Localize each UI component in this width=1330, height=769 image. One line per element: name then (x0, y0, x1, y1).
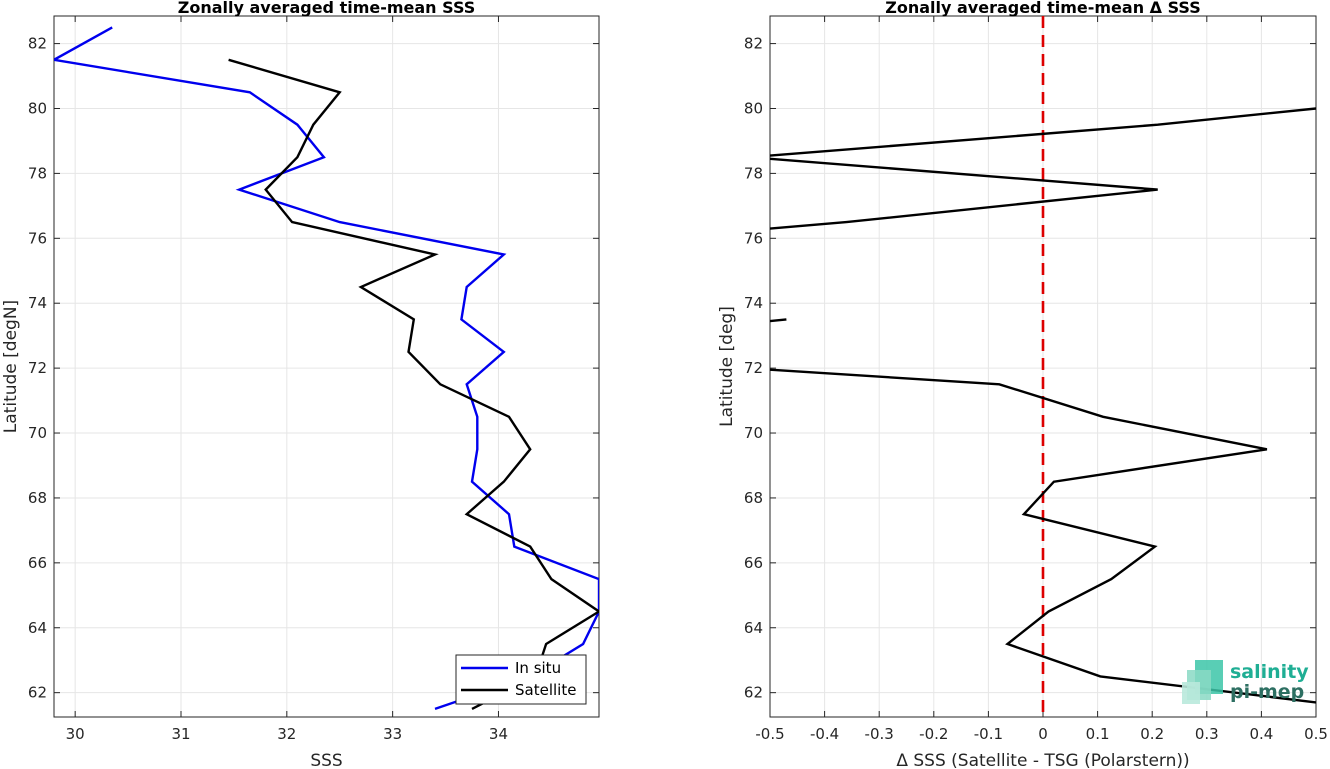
x-tick-label: 0.5 (1304, 725, 1328, 743)
legend: In situ Satellite (455, 654, 587, 705)
x-tick-label: 0 (1038, 725, 1048, 743)
x-tick-label: 0.2 (1140, 725, 1164, 743)
y-tick-label: 82 (744, 35, 763, 53)
plot-area (54, 26, 599, 711)
x-tick-label: -0.1 (974, 725, 1003, 743)
logo-mark-shape (1182, 682, 1200, 704)
series-line-in-situ (54, 26, 599, 711)
sss-profile-panel: 30 31 32 33 34 62 64 66 68 70 72 74 76 78 80 82 Zonally … (1, 0, 600, 769)
y-axis-label: Latitude [degN] (1, 300, 21, 433)
y-tick-label: 64 (744, 619, 763, 637)
y-tick-label: 76 (28, 229, 47, 247)
legend-label: Satellite (515, 681, 576, 699)
x-tick-label: 34 (489, 725, 508, 743)
y-tick-label: 68 (744, 489, 763, 507)
y-tick-label: 66 (28, 554, 47, 572)
legend-label: In situ (515, 659, 561, 677)
chart-title: Zonally averaged time-mean Δ SSS (885, 0, 1201, 17)
x-tick-label: -0.2 (919, 725, 948, 743)
x-tick-label: 33 (383, 725, 402, 743)
x-tick-label: -0.4 (810, 725, 839, 743)
series-line-satellite (228, 58, 599, 710)
delta-sss-line (770, 318, 787, 323)
y-tick-label: 78 (28, 164, 47, 182)
plot-area (770, 16, 1316, 717)
y-tick-label: 64 (28, 619, 47, 637)
x-axis-label: Δ SSS (Satellite - TSG (Polarstern)) (896, 751, 1189, 769)
legend-box (455, 654, 587, 705)
y-tick-label: 74 (744, 294, 763, 312)
delta-sss-line (770, 368, 1316, 704)
logo-text-line1: salinity (1230, 661, 1309, 683)
delta-sss-panel: -0.5 -0.4 -0.3 -0.2 -0.1 0 0.1 0.2 0.3 0.4 0.5 62 64… (717, 0, 1328, 769)
x-axis-label: SSS (310, 751, 342, 769)
x-tick-label: 30 (66, 725, 85, 743)
x-tick-label: 0.4 (1249, 725, 1273, 743)
delta-sss-line (770, 107, 1316, 157)
x-tick-label: -0.3 (865, 725, 894, 743)
y-tick-label: 80 (744, 99, 763, 117)
chart-title: Zonally averaged time-mean SSS (178, 0, 476, 17)
logo-text-line2: pi-mep (1230, 681, 1304, 703)
x-tick-label: 31 (171, 725, 190, 743)
x-tick-label: 0.3 (1195, 725, 1219, 743)
x-tick-label: 32 (277, 725, 296, 743)
y-tick-label: 72 (28, 359, 47, 377)
axes-frame (53, 15, 600, 718)
y-tick-label: 80 (28, 99, 47, 117)
y-axis-label: Latitude [deg] (717, 306, 737, 427)
y-tick-label: 68 (28, 489, 47, 507)
x-tick-label: -0.5 (755, 725, 784, 743)
y-tick-label: 62 (28, 684, 47, 702)
y-tick-label: 70 (744, 424, 763, 442)
x-tick-label: 0.1 (1086, 725, 1110, 743)
y-tick-label: 72 (744, 359, 763, 377)
y-tick-label: 74 (28, 294, 47, 312)
y-tick-label: 82 (28, 35, 47, 53)
delta-sss-line (770, 157, 1158, 230)
y-tick-label: 66 (744, 554, 763, 572)
y-tick-label: 70 (28, 424, 47, 442)
y-tick-label: 78 (744, 164, 763, 182)
y-tick-label: 62 (744, 684, 763, 702)
y-tick-label: 76 (744, 229, 763, 247)
